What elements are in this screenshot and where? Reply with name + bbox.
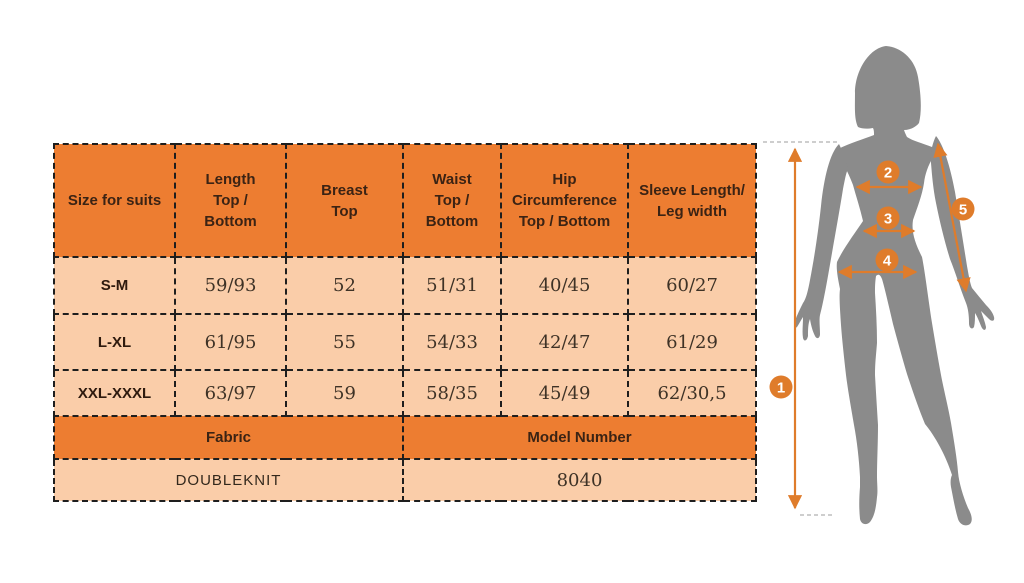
size-row-label: L-XL bbox=[53, 313, 176, 371]
size-row-label: XXL-XXXL bbox=[53, 369, 176, 417]
silhouette-right-arm bbox=[930, 136, 995, 330]
model-number-value: 8040 bbox=[402, 458, 757, 502]
measurement-cell: 52 bbox=[285, 256, 404, 315]
measurement-cell: 58/35 bbox=[402, 369, 502, 417]
marker-1: 1 bbox=[769, 375, 793, 399]
marker-1-number: 1 bbox=[777, 380, 785, 397]
marker-5-number: 5 bbox=[959, 202, 967, 219]
measurement-cell: 51/31 bbox=[402, 256, 502, 315]
fabric-value: DOUBLEKNIT bbox=[53, 458, 404, 502]
header-length: Length Top / Bottom bbox=[174, 143, 287, 258]
measurement-cell: 55 bbox=[285, 313, 404, 371]
table-header-row: Size for suits Length Top / Bottom Breas… bbox=[53, 143, 757, 258]
header-size-for-suits: Size for suits bbox=[53, 143, 176, 258]
size-table: Size for suits Length Top / Bottom Breas… bbox=[53, 143, 757, 502]
measurement-cell: 54/33 bbox=[402, 313, 502, 371]
table-row: L-XL 61/95 55 54/33 42/47 61/29 bbox=[53, 313, 757, 371]
measurement-cell: 60/27 bbox=[627, 256, 757, 315]
table-row: XXL-XXXL 63/97 59 58/35 45/49 62/30,5 bbox=[53, 369, 757, 417]
marker-3: 3 bbox=[876, 206, 900, 230]
marker-3-number: 3 bbox=[884, 211, 892, 228]
measurement-cell: 59/93 bbox=[174, 256, 287, 315]
silhouette-body bbox=[836, 46, 972, 526]
header-breast: Breast Top bbox=[285, 143, 404, 258]
measurement-arrows bbox=[787, 142, 971, 510]
measurement-cell: 42/47 bbox=[500, 313, 629, 371]
measurement-cell: 40/45 bbox=[500, 256, 629, 315]
marker-4-number: 4 bbox=[883, 253, 892, 270]
silhouette-left-arm bbox=[794, 144, 848, 341]
model-number-label: Model Number bbox=[402, 415, 757, 460]
table-footer-value-row: DOUBLEKNIT 8040 bbox=[53, 458, 757, 502]
sleeve-arrow bbox=[933, 142, 971, 293]
marker-2-number: 2 bbox=[884, 165, 892, 182]
marker-2-circle bbox=[876, 160, 900, 184]
measurement-cell: 61/29 bbox=[627, 313, 757, 371]
size-row-label: S-M bbox=[53, 256, 176, 315]
header-hip: Hip Circumference Top / Bottom bbox=[500, 143, 629, 258]
marker-1-circle bbox=[769, 375, 793, 399]
header-sleeve: Sleeve Length/ Leg width bbox=[627, 143, 757, 258]
table-footer-header-row: Fabric Model Number bbox=[53, 415, 757, 460]
measurement-cell: 62/30,5 bbox=[627, 369, 757, 417]
marker-4-circle bbox=[875, 248, 899, 272]
measurement-cell: 59 bbox=[285, 369, 404, 417]
marker-4: 4 bbox=[875, 248, 899, 272]
header-waist: Waist Top / Bottom bbox=[402, 143, 502, 258]
marker-5-circle bbox=[951, 197, 975, 221]
marker-3-circle bbox=[876, 206, 900, 230]
measurement-figure: 1 2 3 4 5 bbox=[750, 30, 1024, 583]
marker-2: 2 bbox=[876, 160, 900, 184]
fabric-label: Fabric bbox=[53, 415, 404, 460]
marker-5: 5 bbox=[951, 197, 975, 221]
table-row: S-M 59/93 52 51/31 40/45 60/27 bbox=[53, 256, 757, 315]
measurement-cell: 45/49 bbox=[500, 369, 629, 417]
measurement-cell: 63/97 bbox=[174, 369, 287, 417]
measurement-cell: 61/95 bbox=[174, 313, 287, 371]
